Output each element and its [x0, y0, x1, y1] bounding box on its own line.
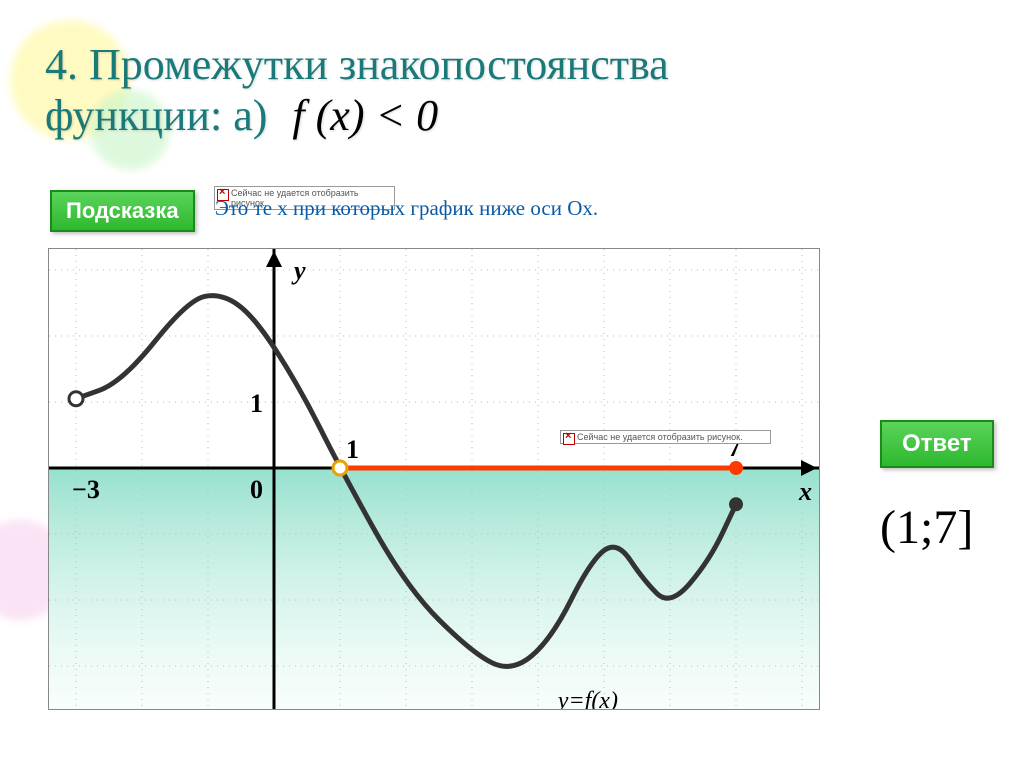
answer-value: (1;7] — [880, 500, 973, 555]
svg-text:y=f(x): y=f(x) — [556, 688, 618, 709]
slide-title: 4. Промежутки знакопостоянства функции: … — [45, 40, 669, 141]
broken-image-icon: Сейчас не удается отобразить рисунок. — [560, 430, 771, 444]
hint-button[interactable]: Подсказка — [50, 190, 195, 232]
svg-text:−3: −3 — [72, 475, 100, 504]
title-line1: Промежутки знакопостоянства — [89, 40, 669, 89]
answer-button[interactable]: Ответ — [880, 420, 994, 468]
svg-text:0: 0 — [250, 475, 263, 504]
function-graph: yx011−37y=f(x) — [49, 249, 819, 709]
svg-text:x: x — [798, 477, 812, 506]
title-line2: функции: а) — [45, 91, 267, 140]
hint-text: Это те x при которых график ниже оси Ox. — [215, 196, 598, 221]
title-number: 4. — [45, 40, 78, 89]
svg-text:1: 1 — [346, 435, 359, 464]
svg-text:1: 1 — [250, 389, 263, 418]
svg-text:y: y — [291, 256, 306, 285]
title-formula: f (x) < 0 — [292, 91, 438, 140]
chart-area: yx011−37y=f(x) — [48, 248, 820, 710]
